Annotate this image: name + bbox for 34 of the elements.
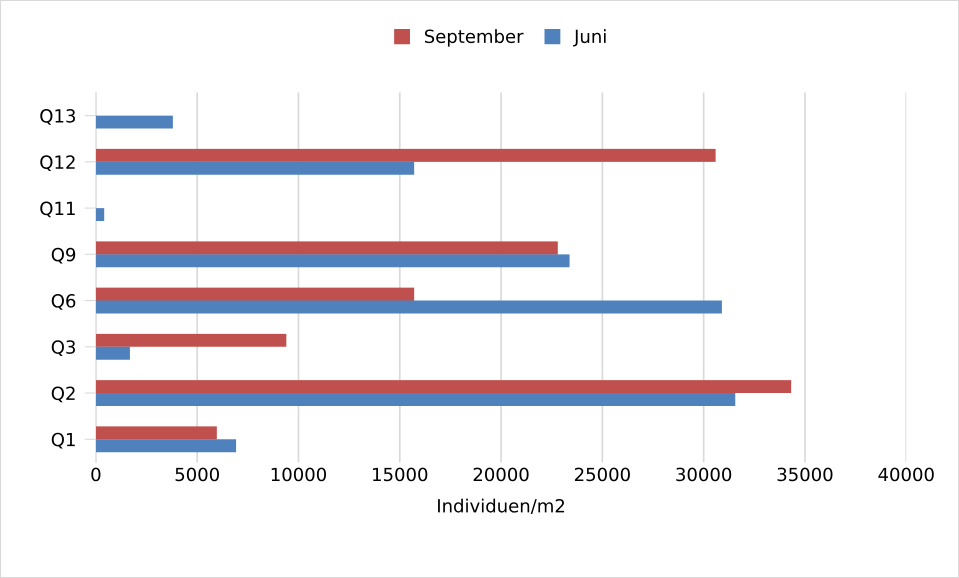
- y-tick-label: Q3: [52, 340, 76, 356]
- x-tick-label: 35000: [778, 468, 832, 482]
- bar: [96, 208, 104, 222]
- bar: [96, 300, 722, 314]
- x-tick-label: 0: [91, 468, 100, 482]
- x-tick-label: 20000: [474, 468, 529, 482]
- y-tick-label: Q2: [52, 386, 75, 402]
- y-tick-label: Q12: [40, 155, 75, 172]
- bar: [96, 439, 236, 452]
- x-tick-label: 15000: [373, 468, 428, 482]
- bar: [96, 241, 558, 254]
- x-tick-label: 25000: [574, 468, 630, 482]
- x-tick-label: 5000: [176, 468, 219, 482]
- bar: [96, 334, 286, 347]
- y-tick-label: Q13: [40, 109, 76, 125]
- y-tick-label: Q9: [52, 248, 76, 264]
- bar: [96, 380, 792, 394]
- x-tick-label: 40000: [878, 468, 934, 482]
- x-tick-label: 10000: [272, 468, 326, 482]
- y-tick-label: Q6: [52, 294, 76, 310]
- bar: [96, 288, 414, 301]
- y-tick-label: Q1: [52, 432, 75, 448]
- x-tick-label: 30000: [676, 468, 732, 482]
- legend-label: Juni: [573, 29, 606, 46]
- x-axis-title: Individuen/m2: [438, 498, 564, 514]
- bar: [96, 426, 217, 440]
- bar: [96, 393, 736, 406]
- bar: [96, 254, 570, 268]
- bar: [96, 346, 130, 360]
- bar: [96, 162, 414, 175]
- y-tick-label: Q11: [40, 202, 75, 218]
- bar: [96, 148, 716, 162]
- bar: [96, 116, 173, 129]
- legend-label: September: [424, 29, 524, 47]
